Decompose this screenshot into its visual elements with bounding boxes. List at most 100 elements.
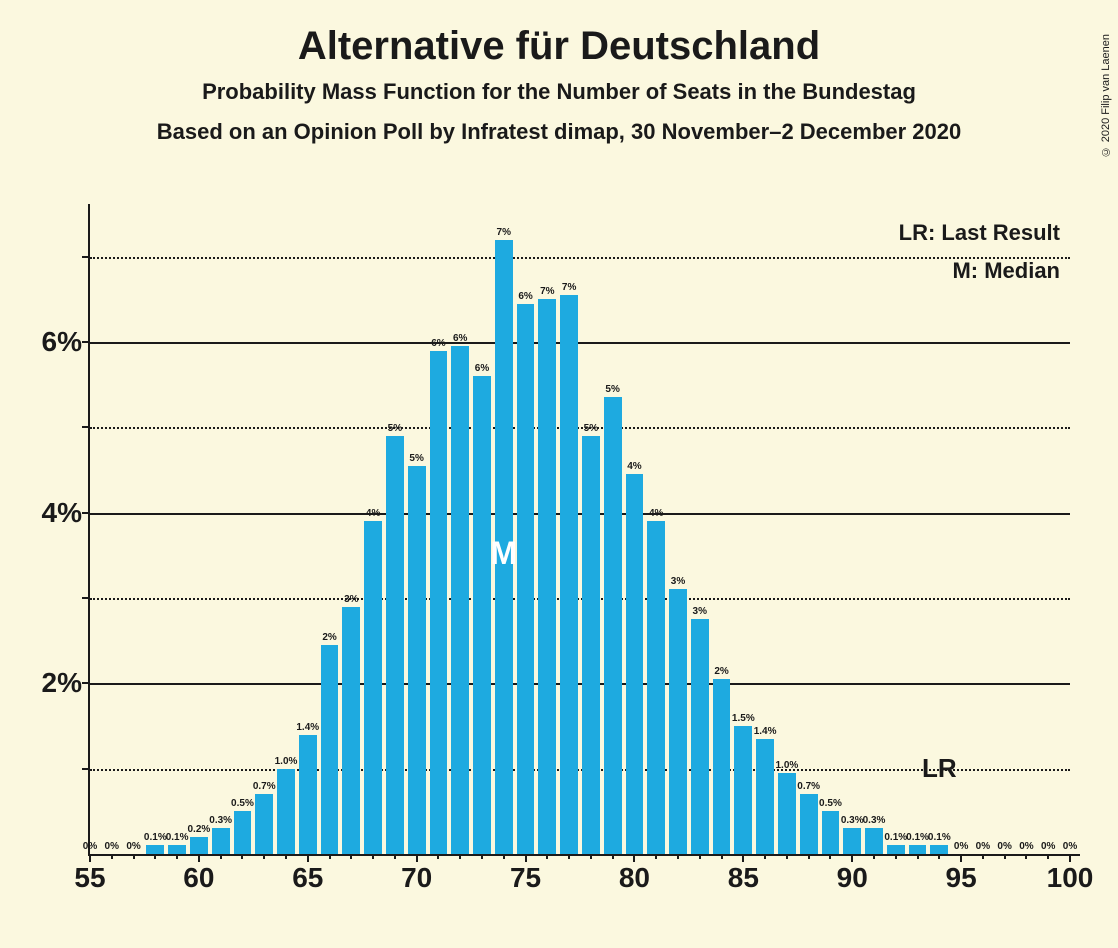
bar-value-label: 0% xyxy=(1019,841,1033,852)
bar xyxy=(843,828,861,854)
x-tick-minor xyxy=(154,854,156,859)
x-tick-mark xyxy=(525,854,527,862)
y-tick-mark xyxy=(82,768,90,770)
bar-value-label: 0% xyxy=(954,841,968,852)
plot-region: 2%4%6%5560657075808590951000%0%0%0.1%0.1… xyxy=(90,214,1070,854)
x-tick-label: 90 xyxy=(837,862,868,894)
bar-value-label: 0% xyxy=(1041,841,1055,852)
bar-value-label: 0% xyxy=(105,841,119,852)
bar xyxy=(299,735,317,854)
bar xyxy=(604,397,622,854)
x-tick-minor xyxy=(764,854,766,859)
grid-major xyxy=(90,513,1070,515)
x-tick-minor xyxy=(1004,854,1006,859)
bar-value-label: 0.3% xyxy=(841,815,864,826)
grid-major xyxy=(90,683,1070,685)
x-tick-label: 55 xyxy=(74,862,105,894)
bar-value-label: 1.5% xyxy=(732,713,755,724)
bar xyxy=(430,351,448,854)
bar xyxy=(822,811,840,854)
x-tick-label: 95 xyxy=(946,862,977,894)
x-tick-label: 70 xyxy=(401,862,432,894)
y-tick-label: 2% xyxy=(42,667,82,699)
x-tick-minor xyxy=(568,854,570,859)
bar xyxy=(342,607,360,854)
bar xyxy=(255,794,273,854)
bar-value-label: 0.5% xyxy=(819,798,842,809)
bar xyxy=(909,845,927,854)
x-tick-minor xyxy=(263,854,265,859)
x-tick-mark xyxy=(1069,854,1071,862)
bar-value-label: 1.4% xyxy=(296,722,319,733)
bar-value-label: 0% xyxy=(83,841,97,852)
x-tick-minor xyxy=(285,854,287,859)
bar xyxy=(930,845,948,854)
x-tick-label: 75 xyxy=(510,862,541,894)
y-axis xyxy=(88,204,90,856)
bar-value-label: 4% xyxy=(649,508,663,519)
x-tick-minor xyxy=(329,854,331,859)
y-tick-mark xyxy=(82,512,90,514)
x-tick-minor xyxy=(612,854,614,859)
x-tick-minor xyxy=(1047,854,1049,859)
bar-value-label: 0.7% xyxy=(797,781,820,792)
bar xyxy=(190,837,208,854)
bar-value-label: 4% xyxy=(366,508,380,519)
y-tick-mark xyxy=(82,341,90,343)
x-tick-mark xyxy=(307,854,309,862)
bar xyxy=(451,346,469,854)
bar xyxy=(386,436,404,854)
x-tick-mark xyxy=(89,854,91,862)
x-tick-mark xyxy=(633,854,635,862)
bar xyxy=(212,828,230,854)
grid-minor xyxy=(90,257,1070,259)
bar xyxy=(669,589,687,854)
bar-value-label: 0.1% xyxy=(884,832,907,843)
bar-value-label: 6% xyxy=(518,291,532,302)
bar-value-label: 0% xyxy=(1063,841,1077,852)
x-tick-mark xyxy=(742,854,744,862)
x-tick-label: 100 xyxy=(1047,862,1094,894)
bar xyxy=(626,474,644,854)
bar-value-label: 5% xyxy=(409,453,423,464)
x-tick-minor xyxy=(808,854,810,859)
bar-value-label: 1.0% xyxy=(275,756,298,767)
x-tick-minor xyxy=(873,854,875,859)
bar xyxy=(408,466,426,854)
bar xyxy=(538,299,556,854)
x-tick-minor xyxy=(503,854,505,859)
bar-value-label: 3% xyxy=(344,594,358,605)
bar-value-label: 2% xyxy=(714,666,728,677)
x-tick-minor xyxy=(437,854,439,859)
chart-subtitle: Probability Mass Function for the Number… xyxy=(0,79,1118,105)
y-tick-label: 4% xyxy=(42,497,82,529)
bar xyxy=(778,773,796,854)
bar-value-label: 0.3% xyxy=(863,815,886,826)
bar-value-label: 5% xyxy=(388,423,402,434)
bar xyxy=(517,304,535,854)
bar-value-label: 0.1% xyxy=(144,832,167,843)
bar-value-label: 0% xyxy=(126,841,140,852)
x-tick-minor xyxy=(111,854,113,859)
bar-value-label: 0.2% xyxy=(187,824,210,835)
bar xyxy=(364,521,382,854)
bar-value-label: 7% xyxy=(562,282,576,293)
bar xyxy=(865,828,883,854)
y-tick-label: 6% xyxy=(42,326,82,358)
x-tick-minor xyxy=(655,854,657,859)
x-tick-minor xyxy=(982,854,984,859)
legend-m: M: Median xyxy=(952,258,1060,284)
x-tick-minor xyxy=(133,854,135,859)
bar-value-label: 6% xyxy=(475,363,489,374)
bar xyxy=(277,769,295,854)
x-tick-label: 65 xyxy=(292,862,323,894)
bar-value-label: 0.1% xyxy=(928,832,951,843)
grid-minor xyxy=(90,598,1070,600)
x-tick-minor xyxy=(895,854,897,859)
y-tick-mark xyxy=(82,682,90,684)
x-tick-mark xyxy=(198,854,200,862)
bar-value-label: 0.1% xyxy=(166,832,189,843)
grid-minor xyxy=(90,427,1070,429)
bar xyxy=(800,794,818,854)
bar-value-label: 0.5% xyxy=(231,798,254,809)
